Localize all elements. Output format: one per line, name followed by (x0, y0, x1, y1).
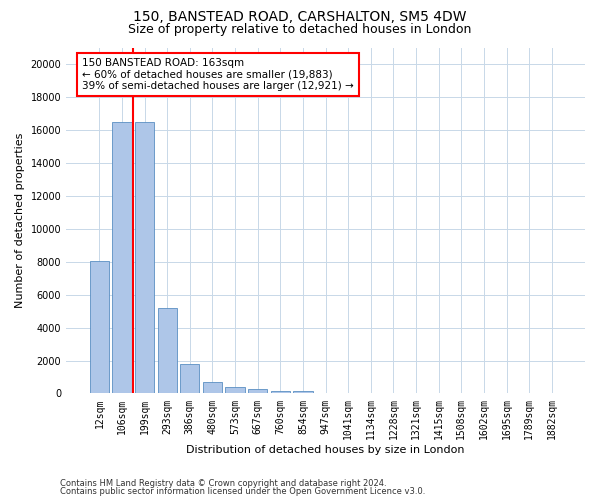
Bar (112, 122, 131, 394)
Y-axis label: Number of detached properties: Number of detached properties (15, 133, 25, 308)
Bar (248, 389, 268, 394)
Text: 150, BANSTEAD ROAD, CARSHALTON, SM5 4DW: 150, BANSTEAD ROAD, CARSHALTON, SM5 4DW (133, 10, 467, 24)
Text: Contains HM Land Registry data © Crown copyright and database right 2024.: Contains HM Land Registry data © Crown c… (60, 478, 386, 488)
Bar (226, 387, 245, 394)
Bar (90, 261, 109, 394)
Text: Contains public sector information licensed under the Open Government Licence v3: Contains public sector information licen… (60, 487, 425, 496)
Text: 150 BANSTEAD ROAD: 163sqm
← 60% of detached houses are smaller (19,883)
39% of s: 150 BANSTEAD ROAD: 163sqm ← 60% of detac… (82, 58, 353, 91)
Bar (271, 390, 290, 394)
Bar (180, 364, 199, 394)
Bar (135, 122, 154, 394)
Bar (293, 392, 313, 394)
Bar (158, 308, 177, 394)
Text: Size of property relative to detached houses in London: Size of property relative to detached ho… (128, 22, 472, 36)
Bar (203, 382, 222, 394)
X-axis label: Distribution of detached houses by size in London: Distribution of detached houses by size … (187, 445, 465, 455)
